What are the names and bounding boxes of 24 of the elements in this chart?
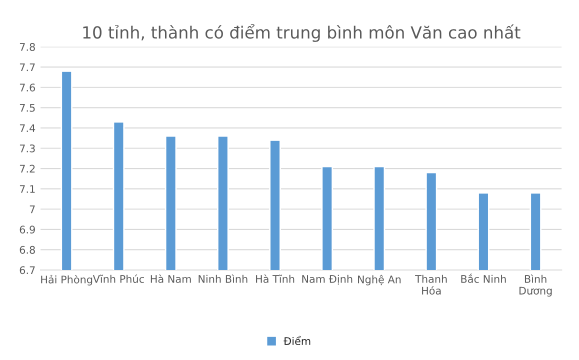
y-tick-label: 7.1 (20, 185, 35, 193)
x-tick-label: Thanh Hóa (415, 274, 447, 295)
y-tick-label: 7.7 (20, 63, 35, 72)
x-tick-label: Hà Tĩnh (256, 274, 294, 283)
y-tick-label: 6.9 (20, 226, 35, 234)
legend-label: Điểm (284, 336, 310, 346)
x-tick-label: Bình Dương (519, 274, 552, 297)
x-tick-label: Hà Nam (150, 274, 191, 283)
y-tick-label: 6.8 (20, 246, 35, 254)
y-tick-label: 7.5 (20, 104, 35, 112)
y-tick-label: 7.6 (20, 84, 36, 92)
y-tick-label: 7.2 (20, 164, 35, 173)
x-tick-label: Ninh Bình (198, 274, 248, 283)
y-tick-label: 7.8 (20, 43, 35, 51)
x-tick-label: Nam Định (302, 274, 352, 285)
y-tick-label: 6.7 (20, 266, 35, 274)
x-tick-label: Hải Phòng (41, 274, 92, 286)
y-tick-label: 7.4 (20, 124, 36, 132)
y-tick-label: 7.3 (20, 144, 35, 152)
x-tick-label: Vĩnh Phúc (92, 274, 144, 283)
y-tick-label: 7 (30, 205, 35, 214)
x-tick-label: Nghệ An (358, 274, 401, 286)
chart-title: 10 tỉnh, thành có điểm trung bình môn Văn cao nhất (83, 24, 520, 42)
x-tick-label: Bắc Ninh (461, 274, 506, 283)
